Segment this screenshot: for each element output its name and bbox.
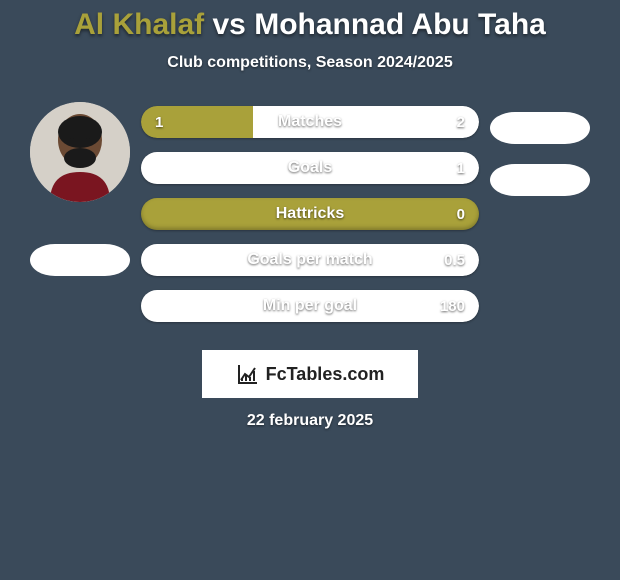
logo-text: FcTables.com: [266, 364, 385, 385]
stat-value-player2: 180: [440, 290, 465, 322]
player2-flag-top: [490, 112, 590, 144]
stats-column: Matches12Goals1Hattricks0Goals per match…: [135, 106, 485, 322]
title-vs: vs: [204, 8, 254, 41]
chart-icon: [236, 362, 260, 386]
stat-bar-hattricks: Hattricks0: [141, 198, 479, 230]
stat-bar-goals-per-match: Goals per match0.5: [141, 244, 479, 276]
player2-flag-bottom: [490, 164, 590, 196]
comparison-card: Al Khalaf vs Mohannad Abu Taha Club comp…: [0, 0, 620, 430]
title-player2: Mohannad Abu Taha: [254, 8, 546, 41]
player1-avatar: [30, 102, 130, 202]
source-logo: FcTables.com: [202, 350, 418, 398]
stat-bar-goals: Goals1: [141, 152, 479, 184]
stat-bar-matches: Matches1 2: [141, 106, 479, 138]
date: 22 february 2025: [0, 412, 620, 430]
stat-label: Goals per match: [141, 244, 479, 276]
stat-label: Goals: [141, 152, 479, 184]
player1-column: [25, 102, 135, 276]
player1-flag: [30, 244, 130, 276]
stat-value-player2: 0.5: [444, 244, 465, 276]
stat-value-player2: 1: [457, 152, 465, 184]
subtitle: Club competitions, Season 2024/2025: [0, 54, 620, 72]
page-title: Al Khalaf vs Mohannad Abu Taha: [0, 8, 620, 42]
stat-label: Matches: [141, 106, 479, 138]
stat-bar-min-per-goal: Min per goal180: [141, 290, 479, 322]
stat-label: Min per goal: [141, 290, 479, 322]
stat-value-player2: 0: [457, 198, 465, 230]
stat-value-player2: 2: [457, 106, 465, 138]
stat-value-player1: 1: [155, 106, 163, 138]
stat-label: Hattricks: [141, 198, 479, 230]
player1-avatar-image: [30, 102, 130, 202]
player2-column: [485, 102, 595, 196]
main-row: Matches12Goals1Hattricks0Goals per match…: [0, 102, 620, 322]
title-player1: Al Khalaf: [74, 8, 204, 41]
